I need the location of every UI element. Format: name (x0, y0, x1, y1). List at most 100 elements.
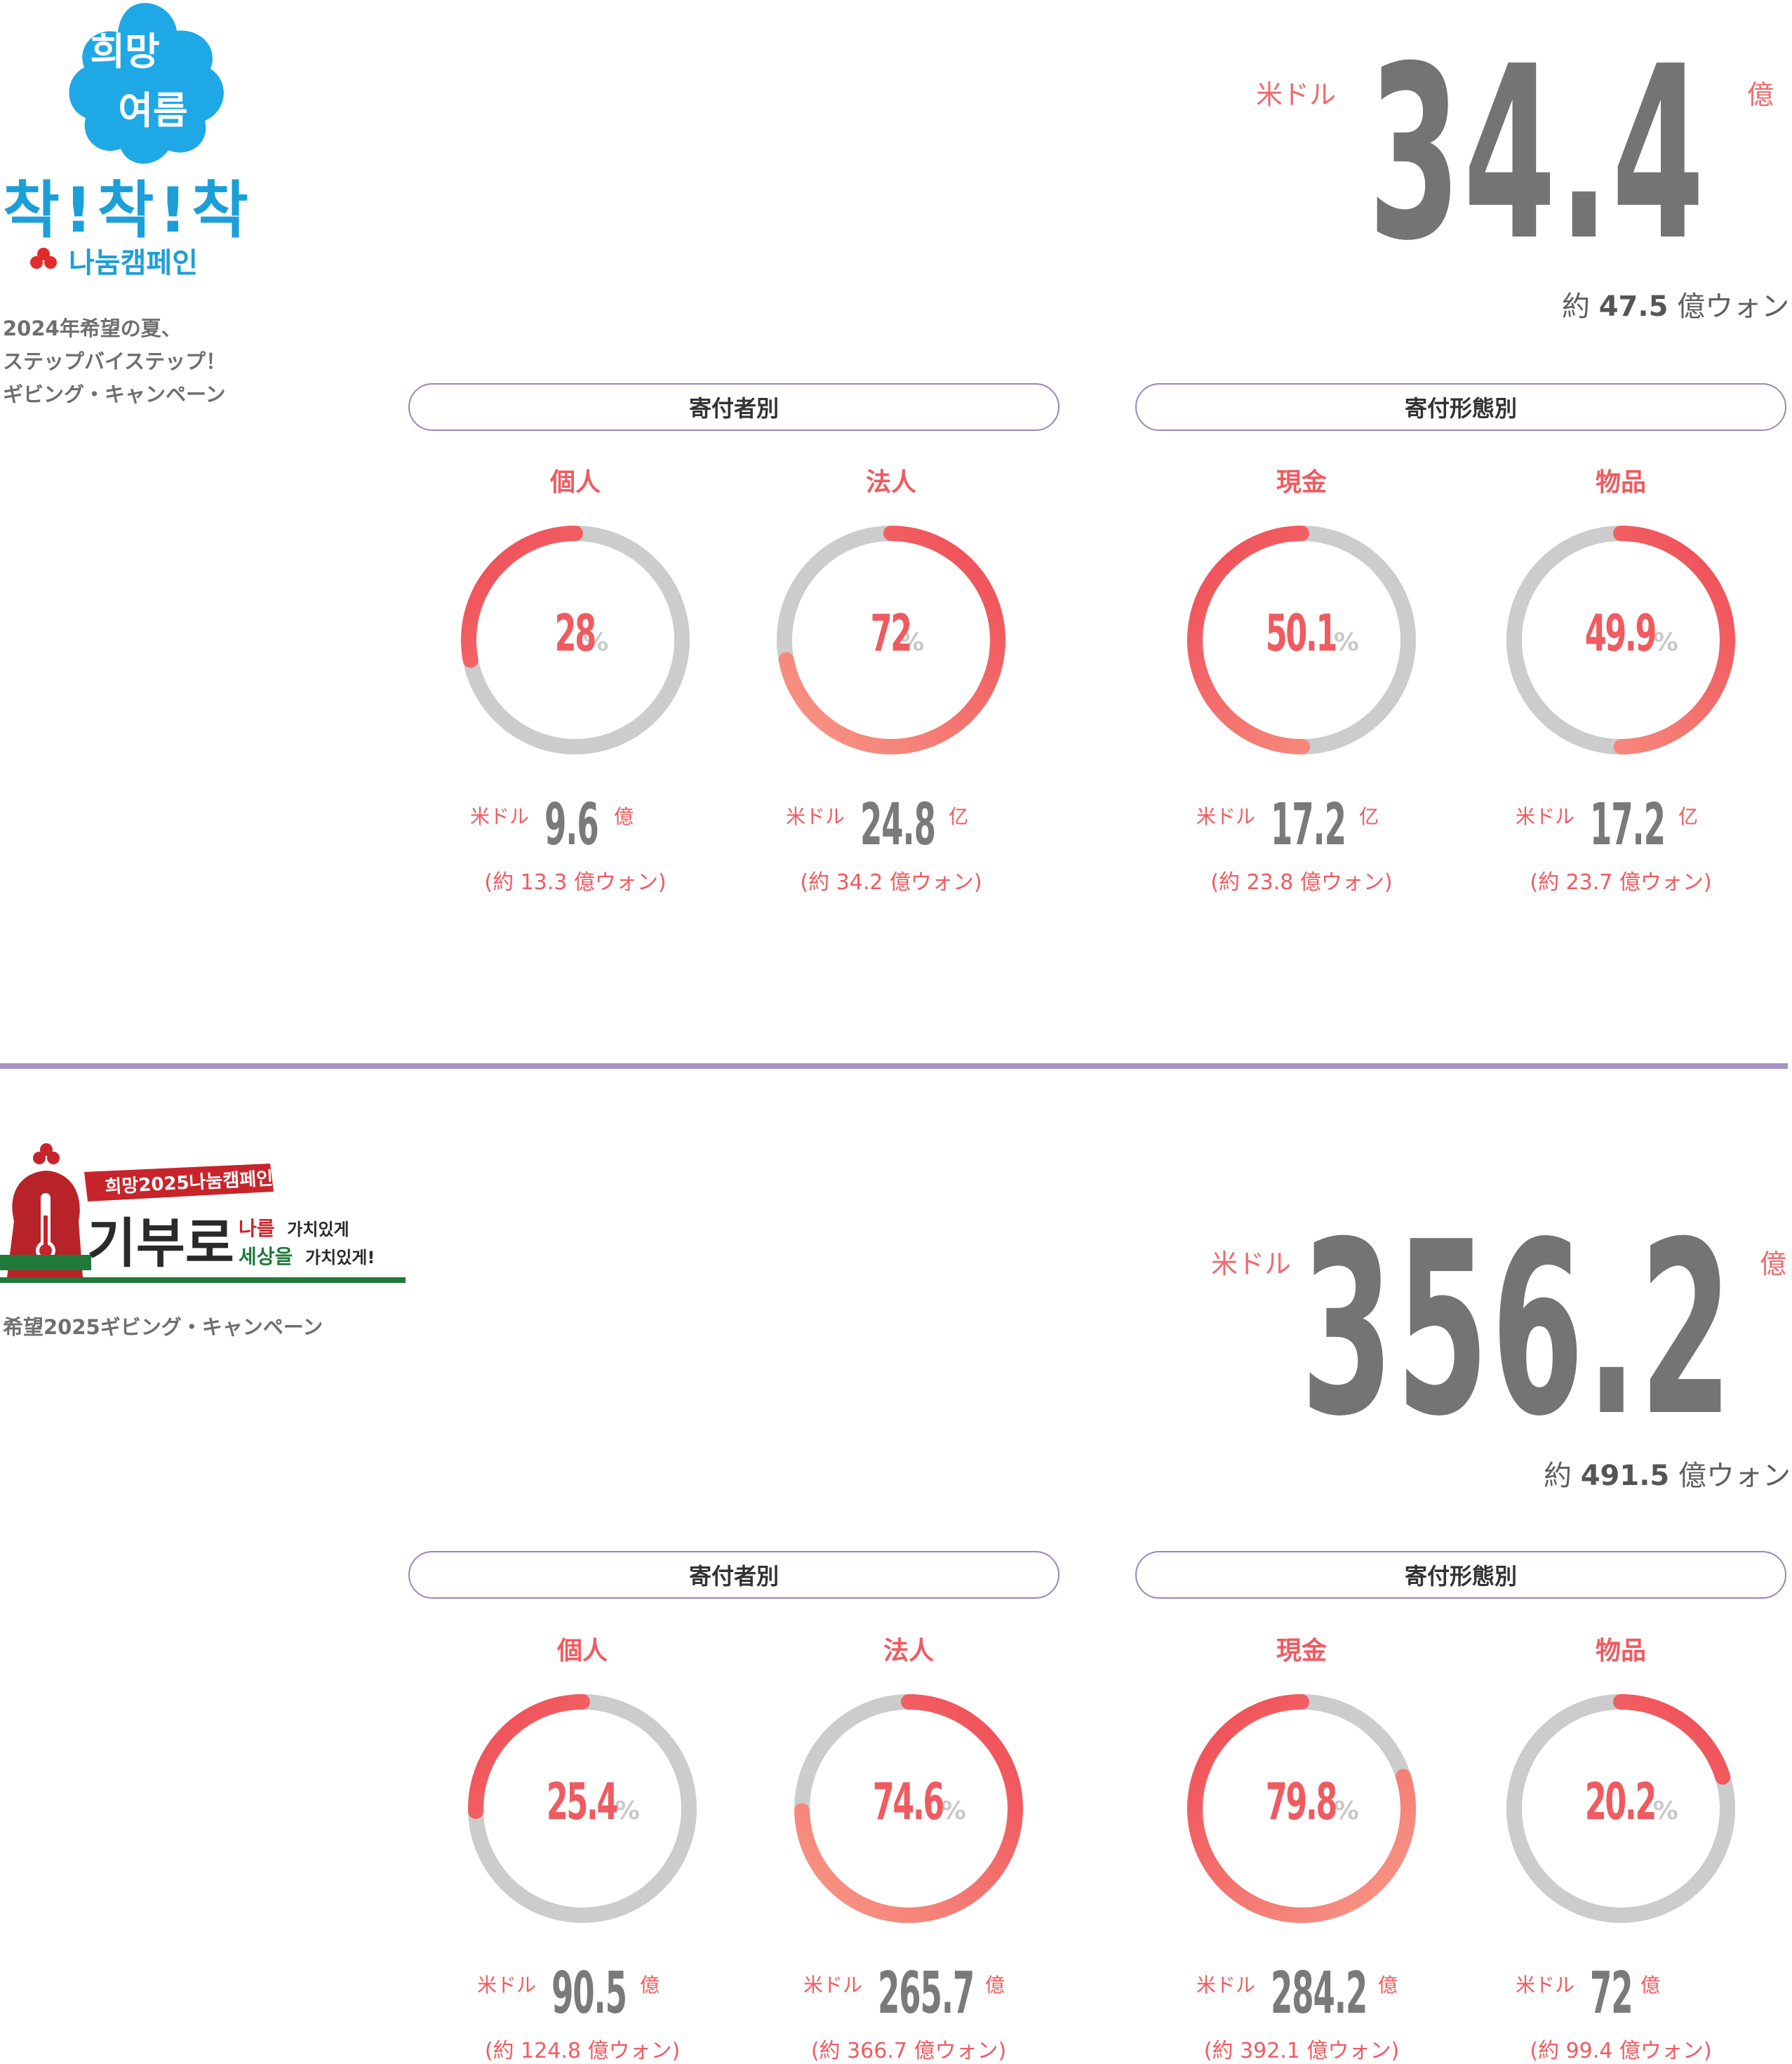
donut-chart (1506, 1694, 1735, 1923)
krw-value: 47.5 (1598, 291, 1669, 323)
amount-currency: 米ドル (1196, 1973, 1256, 1997)
category-label: 現金 (1276, 1637, 1327, 1665)
total-currency: 米ドル (1256, 79, 1337, 110)
amount-krw: (約 124.8 億ウォン) (484, 2039, 681, 2063)
donut-arc (1506, 1694, 1735, 1923)
percent-sign: % (614, 1797, 640, 1825)
category-label: 個人 (549, 468, 601, 497)
amount-unit: 亿 (949, 805, 969, 828)
amount-row: 米ドル 265.7 億 (789, 1960, 1028, 2027)
amount-krw: (約 392.1 億ウォン) (1203, 2039, 1400, 2063)
percent-label: 72% (772, 604, 1010, 663)
percent-label: 28% (456, 604, 695, 663)
amount-value: 17.2 (1590, 792, 1666, 858)
donut-arc (1506, 526, 1735, 754)
total-krw: 約 47.5 億ウォン (1562, 284, 1789, 324)
amount-unit: 億 (1378, 1973, 1398, 1997)
percent-sign: % (899, 628, 925, 657)
donation-form-pill: 寄付形態別 (1135, 1551, 1786, 1599)
logo-line4: 나눔캠페인 (69, 247, 198, 279)
amount-krw: (約 366.7 億ウォン) (810, 2039, 1007, 2063)
total-krw: 約 491.5 億ウォン (1544, 1453, 1791, 1493)
amount-value: 90.5 (551, 1960, 627, 2027)
total-value: 356.2 (1301, 1191, 1735, 1469)
category-label: 個人 (556, 1637, 608, 1665)
amount-row: 米ドル 17.2 亿 (1502, 792, 1740, 858)
campaign-subtitle: 2024年希望の夏、 ステップバイステップ！ ギビング・キャンペーン (3, 317, 227, 406)
total-unit: 億 (1747, 79, 1774, 110)
amount-currency: 米ドル (786, 805, 845, 828)
tag1-highlight: 나를 (239, 1217, 275, 1240)
krw-suffix: 億ウォン (1677, 291, 1790, 323)
percent-value: 79.8 (1265, 1772, 1338, 1831)
amount-value: 24.8 (860, 792, 936, 858)
amount-unit: 億 (614, 805, 634, 828)
tag2-highlight: 세상을 (239, 1245, 293, 1268)
percent-value: 50.1 (1265, 604, 1338, 663)
amount-currency: 米ドル (477, 1973, 537, 1997)
svg-text:세상을 가치있게!: 세상을 가치있게! (239, 1245, 375, 1268)
amount-currency: 米ドル (1196, 805, 1256, 828)
amount-krw: (約 34.2 億ウォン) (800, 870, 982, 895)
percent-sign: % (1652, 628, 1678, 657)
percent-sign: % (940, 1797, 966, 1825)
amount-krw: (約 23.7 億ウォン) (1530, 870, 1712, 895)
amount-value: 9.6 (544, 792, 599, 858)
amount-currency: 米ドル (470, 805, 530, 828)
donut-arc (468, 1694, 697, 1923)
percent-sign: % (1652, 1797, 1678, 1825)
amount-row: 米ドル 72 億 (1502, 1960, 1740, 2027)
percent-label: 49.9% (1502, 604, 1740, 663)
percent-sign: % (583, 628, 609, 657)
amount-row: 米ドル 90.5 億 (463, 1960, 702, 2027)
percent-value: 28 (554, 604, 596, 663)
hope-summer-logo: 희망 여름 착!착!착 나눔캠페인 (3, 3, 248, 279)
category-label: 法人 (865, 468, 916, 497)
donut-chart (794, 1694, 1023, 1923)
donut-arc (461, 526, 690, 754)
svg-text:나를 가치있게: 나를 가치있게 (239, 1217, 349, 1240)
donation-form-pill: 寄付形態別 (1135, 383, 1786, 431)
amount-krw: (約 23.8 億ウォン) (1210, 870, 1393, 895)
krw-prefix: 約 (1562, 291, 1590, 323)
amount-value: 17.2 (1271, 792, 1346, 858)
krw-suffix: 億ウォン (1678, 1460, 1791, 1492)
percent-value: 25.4 (546, 1772, 619, 1831)
logo-line2: 여름 (118, 88, 187, 133)
amount-row: 米ドル 24.8 亿 (772, 792, 1010, 858)
percent-label: 79.8% (1182, 1772, 1421, 1831)
donut-arc (794, 1694, 1023, 1923)
percent-label: 20.2% (1502, 1772, 1740, 1831)
percent-sign: % (1333, 1797, 1359, 1825)
amount-currency: 米ドル (1516, 1973, 1575, 1997)
amount-currency: 米ドル (803, 1973, 863, 1997)
logo-line3: 착!착!착 (3, 174, 248, 246)
donut-chart (461, 526, 690, 754)
donut-chart (1506, 526, 1735, 754)
donut-chart (468, 1694, 697, 1923)
logo-line1: 희망 (90, 29, 159, 74)
category-label: 物品 (1595, 1637, 1646, 1665)
amount-value: 265.7 (878, 1960, 975, 2027)
krw-prefix: 約 (1544, 1460, 1572, 1492)
category-label: 現金 (1276, 468, 1327, 497)
amount-row: 米ドル 284.2 億 (1182, 1960, 1421, 2027)
amount-krw: (約 99.4 億ウォン) (1530, 2039, 1712, 2063)
donut-chart (777, 526, 1005, 754)
percent-value: 72 (870, 604, 912, 663)
donut-chart (1187, 1694, 1416, 1923)
total-currency: 米ドル (1211, 1249, 1292, 1279)
krw-value: 491.5 (1580, 1460, 1670, 1492)
percent-sign: % (1333, 628, 1359, 657)
percent-label: 25.4% (463, 1772, 702, 1831)
amount-value: 72 (1590, 1960, 1633, 2027)
logo-main: 기부로 (87, 1212, 234, 1274)
percent-label: 74.6% (789, 1772, 1028, 1831)
section-divider (0, 1063, 1788, 1069)
category-label: 物品 (1595, 468, 1646, 497)
amount-currency: 米ドル (1516, 805, 1575, 828)
tag2-rest: 가치있게! (305, 1248, 375, 1267)
donut-arc (777, 526, 1005, 754)
amount-value: 284.2 (1271, 1960, 1368, 2027)
amount-unit: 億 (1640, 1973, 1661, 1997)
